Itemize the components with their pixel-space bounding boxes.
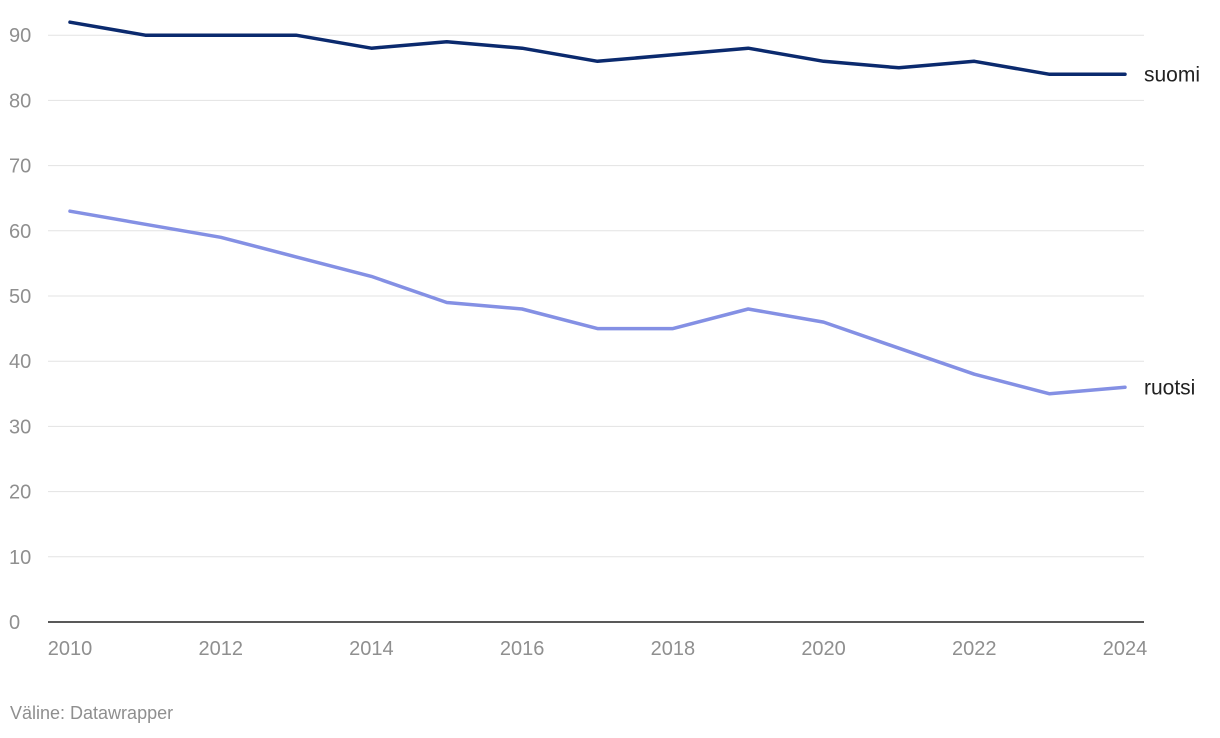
x-tick-label: 2020 (801, 638, 846, 660)
x-tick-label: 2018 (651, 638, 696, 660)
series-lines (68, 20, 1127, 396)
source-note: Väline: Datawrapper (10, 703, 174, 723)
y-tick-label: 30 (9, 416, 31, 438)
line-chart: 0 10 20 30 40 50 60 70 80 90 2010 2012 2014 2016 2018… (9, 20, 1200, 660)
y-tick-label: 70 (9, 156, 31, 178)
series-line-ruotsi (68, 209, 1127, 396)
y-tick-label: 60 (9, 221, 31, 243)
x-axis-tick-labels: 2010 2012 2014 2016 2018 2020 2022 2024 (48, 638, 1148, 660)
gridlines (48, 34, 1144, 623)
y-tick-label: 20 (9, 482, 31, 504)
y-tick-label: 90 (9, 25, 31, 47)
y-tick-label: 40 (9, 351, 31, 373)
x-tick-label: 2010 (48, 638, 93, 660)
x-tick-label: 2016 (500, 638, 545, 660)
x-tick-label: 2024 (1103, 638, 1148, 660)
y-tick-label: 80 (9, 90, 31, 112)
x-tick-label: 2014 (349, 638, 394, 660)
series-label-suomi: suomi (1144, 63, 1200, 86)
series-label-ruotsi: ruotsi (1144, 376, 1195, 399)
y-tick-label: 50 (9, 286, 31, 308)
y-tick-label: 10 (9, 547, 31, 569)
y-axis-tick-labels: 0 10 20 30 40 50 60 70 80 90 (9, 25, 31, 634)
y-tick-label: 0 (9, 612, 20, 634)
series-labels: suomi ruotsi (1144, 63, 1200, 399)
x-tick-label: 2022 (952, 638, 997, 660)
x-tick-label: 2012 (198, 638, 243, 660)
series-line-suomi (68, 20, 1127, 77)
